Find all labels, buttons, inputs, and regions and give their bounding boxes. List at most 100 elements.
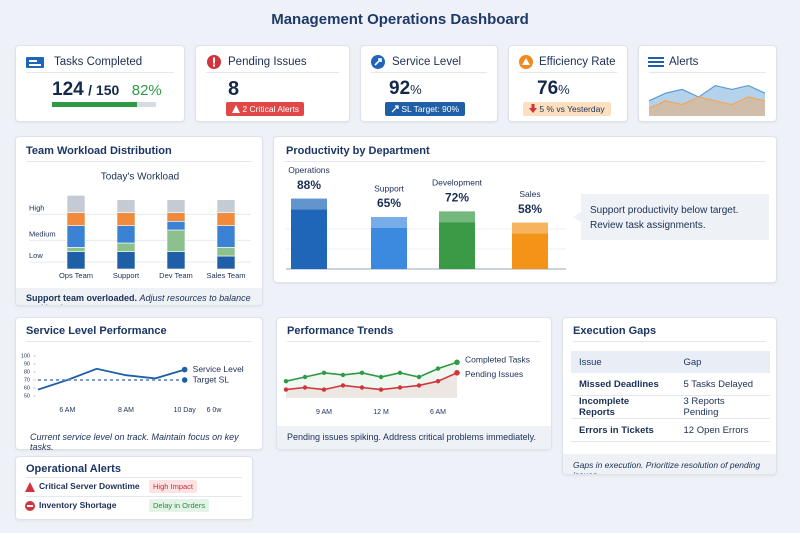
service-chart: 50 60 70 80 90 100 6 AM 8 AM 10 Day 6 0w Service L… <box>21 353 244 414</box>
bar-segment <box>116 212 136 226</box>
bar <box>371 217 407 269</box>
point <box>397 370 403 375</box>
gaps-table: Issue Gap Missed Deadlines 5 Tasks Delaye… <box>571 351 770 442</box>
bar-highlight <box>371 217 407 228</box>
bar-segment <box>216 199 236 213</box>
alert-icon <box>25 482 35 492</box>
down-icon <box>529 104 537 113</box>
icon <box>26 57 44 68</box>
area-fill <box>649 85 765 116</box>
y-tick-label: 80 <box>24 369 30 375</box>
badge-text: SL Target: 90% <box>401 104 460 114</box>
badge-text: 2 Critical Alerts <box>242 104 300 114</box>
legend-label: Completed Tasks <box>465 355 530 365</box>
bar-segment <box>166 212 186 222</box>
x-tick-label: Support <box>113 271 140 280</box>
series-line <box>37 367 185 391</box>
alert-name: Inventory Shortage <box>39 500 117 510</box>
value-label: 72% <box>445 191 469 205</box>
legend-label: Service Level <box>193 364 244 374</box>
series-line <box>648 96 766 109</box>
target-icon <box>391 105 399 113</box>
column-header: Issue <box>579 356 602 368</box>
kpi-percent: 82% <box>131 82 162 99</box>
kpi-label: Service Level <box>392 56 462 68</box>
category-label: Operations <box>288 165 330 175</box>
point <box>340 383 346 388</box>
point <box>340 372 346 378</box>
bar-segment <box>216 225 236 248</box>
table-row: Incomplete Reports 3 Reports Pending <box>571 396 770 419</box>
category-label: Development <box>432 178 483 188</box>
sparkline <box>648 84 766 116</box>
point <box>378 374 384 380</box>
point <box>321 370 327 375</box>
bar-segment <box>166 251 186 270</box>
legend-marker <box>454 370 460 376</box>
legend-marker <box>181 366 188 373</box>
series-line <box>285 361 458 382</box>
panel-footer: Support team overloaded. Adjust resource… <box>26 293 262 305</box>
kpi-label: Efficiency Rate <box>539 56 616 68</box>
alert-tag: Delay in Orders <box>149 499 210 512</box>
kpi-card: Alerts <box>638 45 777 122</box>
kpi-value: 8 <box>228 78 240 100</box>
bar <box>512 222 548 269</box>
kpi-badge: 2 Critical Alerts <box>226 102 304 116</box>
x-tick-label: 8 AM <box>118 407 134 414</box>
panel-title: Performance Trends <box>287 325 394 337</box>
y-tick-label: 60 <box>24 385 30 391</box>
icon <box>371 55 385 69</box>
panel: Productivity by Department Operations 88%… <box>273 136 777 283</box>
point <box>359 385 365 390</box>
y-tick-label: 50 <box>24 393 30 399</box>
bar-segment <box>216 247 236 257</box>
kpi-unit: % <box>558 82 570 97</box>
area-fill <box>286 372 457 398</box>
value-label: 58% <box>518 202 542 216</box>
kpi-badge: 5 % vs Yesterday <box>523 102 611 116</box>
y-tick-label: High <box>29 203 44 212</box>
legend-marker <box>454 359 460 366</box>
point <box>416 383 422 388</box>
x-tick-label: Dev Team <box>159 271 193 280</box>
category-label: Support <box>374 183 404 193</box>
callout-shape <box>573 194 769 240</box>
y-tick-label: Medium <box>29 229 56 238</box>
panel: Team Workload Distribution Today's Workl… <box>15 136 263 306</box>
workload-chart: Today's Workload Low Medium High Ops Team Sup… <box>29 172 251 280</box>
bar-segment <box>116 225 136 244</box>
value-label: 88% <box>297 178 321 192</box>
point <box>302 385 308 390</box>
point <box>359 370 365 375</box>
column-header: Gap <box>683 356 702 368</box>
footer-bold: Support team overloaded. <box>26 293 138 303</box>
progress-track <box>52 102 156 107</box>
bar-segment <box>116 251 136 270</box>
bar <box>439 211 475 269</box>
x-tick-label: 10 Day <box>174 407 197 414</box>
alert-icon <box>25 501 35 511</box>
footer-bg <box>16 288 262 305</box>
point <box>321 387 327 392</box>
point <box>283 379 289 384</box>
point <box>283 387 289 392</box>
bar-segment <box>66 247 86 252</box>
warning-icon <box>232 105 240 113</box>
x-tick-label: 6 AM <box>59 407 75 414</box>
progress-bar <box>52 102 138 107</box>
kpi-unit: % <box>410 82 422 97</box>
bar-segment <box>66 212 86 226</box>
panel-title: Operational Alerts <box>26 463 121 475</box>
point <box>397 385 403 390</box>
panel-footer: Pending issues spiking. Address critical… <box>287 432 536 442</box>
gap-cell: 3 Reports Pending <box>683 396 725 418</box>
y-tick-label: 90 <box>24 361 30 367</box>
kpi-label: Pending Issues <box>228 56 307 68</box>
y-tick-label: 70 <box>24 377 30 383</box>
callout: Support productivity below target. Revie… <box>590 205 739 231</box>
bar-segment <box>66 225 86 248</box>
alert-name: Critical Server Downtime <box>39 481 140 491</box>
kpi-value-row: 124 / 150 82% <box>52 79 162 101</box>
panel: Execution Gaps Issue Gap Missed Deadline… <box>562 317 777 475</box>
